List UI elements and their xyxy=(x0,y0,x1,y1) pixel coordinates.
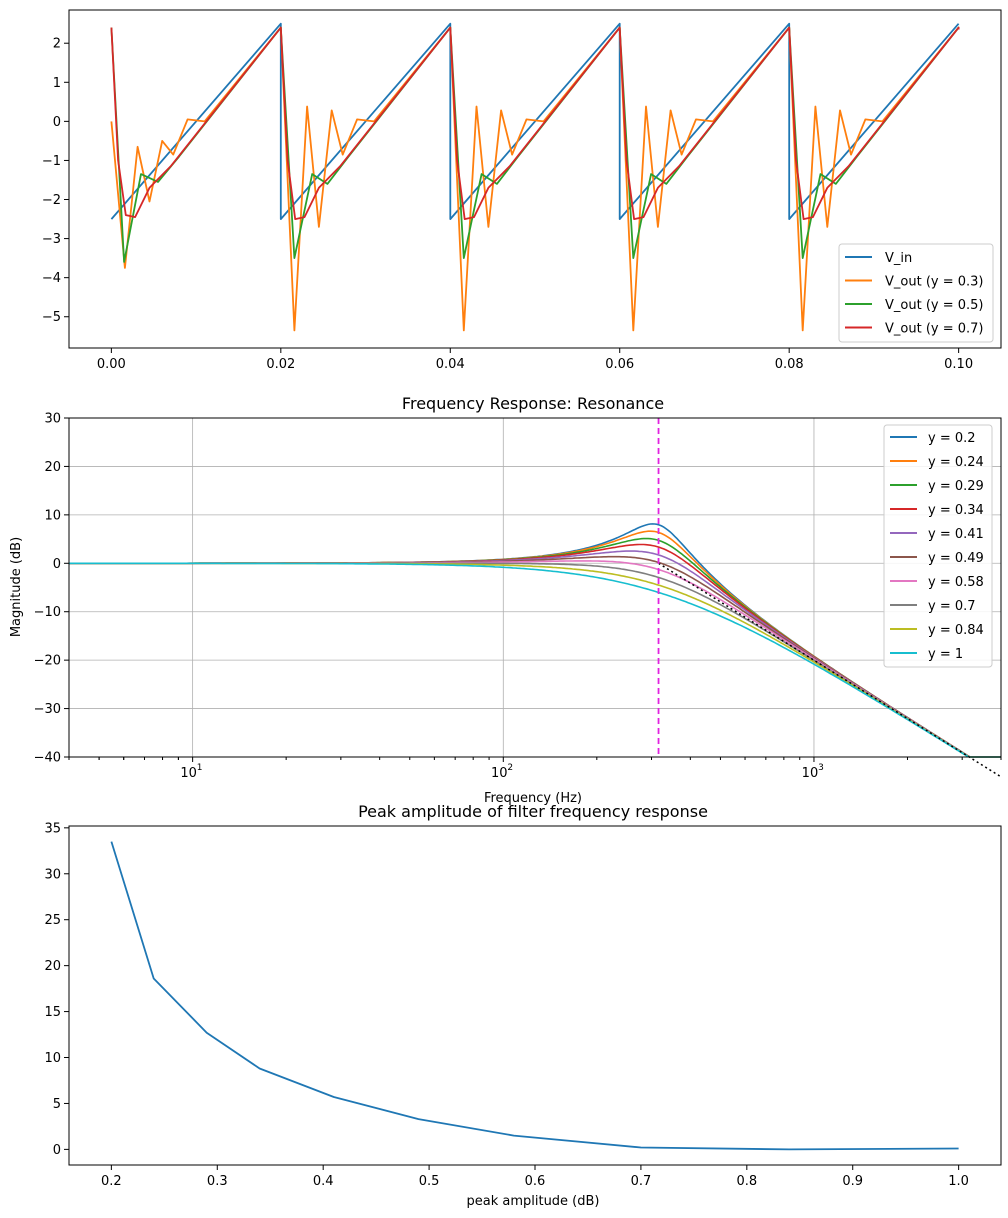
legend-label: V_in xyxy=(885,251,912,266)
series-line-2 xyxy=(69,537,1001,758)
series-line-1 xyxy=(69,530,1001,758)
y-tick-label: 10 xyxy=(44,508,61,523)
series-line-3 xyxy=(69,543,1001,758)
y-tick-label: 0 xyxy=(53,1143,61,1158)
x-tick-label: 1.0 xyxy=(948,1174,969,1189)
x-axis-label-frequency: Frequency (Hz) xyxy=(484,791,582,806)
chart-title-frequency-response: Frequency Response: Resonance xyxy=(402,394,664,413)
x-tick-label: 0.4 xyxy=(313,1174,334,1189)
peak-amplitude-lines xyxy=(110,841,959,1151)
y-axis-label-magnitude: Magnitude (dB) xyxy=(9,537,24,637)
legend-label: V_out (y = 0.7) xyxy=(885,322,983,337)
panel-time-response: 0.00 0.02 0.04 0.06 0.08 0.10 −5 −4 −3 −2 −1 0 1 2 V… xyxy=(42,9,1002,372)
x-tick-exponent: 3 xyxy=(818,763,824,773)
x-tick-label: 0.10 xyxy=(944,357,973,372)
y-tick-label: 0 xyxy=(53,557,61,572)
x-tick-label: 10 xyxy=(802,766,819,781)
frequency-response-legend: y = 0.2 y = 0.24 y = 0.29 y = 0.34 y = 0.41 y… xyxy=(883,424,993,668)
peak-amplitude-line xyxy=(110,841,959,1151)
panel-frequency-response: Frequency Response: Resonance 10 1 10 2 10 3 … xyxy=(9,394,1002,806)
legend-label: V_out (y = 0.3) xyxy=(885,275,983,290)
frequency-response-grid xyxy=(69,417,1001,758)
y-tick-label: −30 xyxy=(34,702,61,717)
legend-label: y = 0.7 xyxy=(928,599,976,614)
x-tick-label: 0.7 xyxy=(631,1174,652,1189)
x-tick-label: 0.6 xyxy=(525,1174,546,1189)
panel-peak-amplitude: Peak amplitude of filter frequency respo… xyxy=(44,802,1002,1209)
x-tick-label: 0.3 xyxy=(207,1174,228,1189)
series-line-9 xyxy=(69,562,1001,758)
legend-label: y = 0.34 xyxy=(928,503,984,518)
time-response-lines xyxy=(110,22,960,332)
y-tick-label: 2 xyxy=(53,37,61,52)
legend-label: V_out (y = 0.5) xyxy=(885,298,983,313)
y-tick-label: −10 xyxy=(34,605,61,620)
series-line-4 xyxy=(69,550,1001,758)
y-tick-label: 5 xyxy=(53,1097,61,1112)
legend-label: y = 0.84 xyxy=(928,623,984,638)
y-tick-label: 35 xyxy=(44,821,61,836)
y-tick-label: 0 xyxy=(53,115,61,130)
legend-label: y = 0.49 xyxy=(928,551,984,566)
legend-box xyxy=(838,243,994,343)
x-tick-label: 0.04 xyxy=(436,357,465,372)
x-tick-label: 0.06 xyxy=(605,357,634,372)
y-tick-label: 30 xyxy=(44,412,61,427)
legend-label: y = 1 xyxy=(928,647,963,662)
series-line-1 xyxy=(110,26,960,332)
x-tick-label: 0.8 xyxy=(736,1174,757,1189)
legend-label: y = 0.2 xyxy=(928,431,976,446)
y-tick-label: −40 xyxy=(34,751,61,766)
series-line-5 xyxy=(69,555,1001,758)
legend-label: y = 0.24 xyxy=(928,455,984,470)
x-tick-exponent: 1 xyxy=(197,763,203,773)
series-line-0 xyxy=(110,22,960,220)
legend-label: y = 0.41 xyxy=(928,527,984,542)
legend-label: y = 0.29 xyxy=(928,479,984,494)
x-axis-label-peak-amplitude: peak amplitude (dB) xyxy=(466,1194,599,1209)
series-line-3 xyxy=(110,26,960,220)
y-tick-label: 10 xyxy=(44,1051,61,1066)
frequency-response-lines xyxy=(69,418,1002,778)
y-tick-label: 1 xyxy=(53,76,61,91)
legend-label: y = 0.58 xyxy=(928,575,984,590)
x-tick-label: 0.00 xyxy=(97,357,126,372)
x-tick-label: 0.08 xyxy=(775,357,804,372)
x-tick-label: 10 xyxy=(180,766,197,781)
series-line-6 xyxy=(69,560,1001,758)
y-tick-label: −5 xyxy=(42,310,61,325)
y-tick-label: −1 xyxy=(42,154,61,169)
x-tick-label: 10 xyxy=(491,766,508,781)
y-tick-label: 20 xyxy=(44,460,61,475)
y-tick-label: −2 xyxy=(42,193,61,208)
chart-title-peak-amplitude: Peak amplitude of filter frequency respo… xyxy=(358,802,708,821)
x-tick-exponent: 2 xyxy=(507,763,513,773)
y-tick-label: −20 xyxy=(34,654,61,669)
x-tick-label: 0.5 xyxy=(419,1174,440,1189)
y-tick-label: 15 xyxy=(44,1005,61,1020)
y-tick-label: 25 xyxy=(44,913,61,928)
x-tick-label: 0.9 xyxy=(842,1174,863,1189)
y-tick-label: −4 xyxy=(42,271,61,286)
x-tick-label: 0.2 xyxy=(101,1174,122,1189)
time-response-legend: V_in V_out (y = 0.3) V_out (y = 0.5) V_out … xyxy=(838,243,994,343)
y-tick-label: −3 xyxy=(42,232,61,247)
y-tick-label: 30 xyxy=(44,867,61,882)
x-tick-label: 0.02 xyxy=(266,357,295,372)
asymptote-line xyxy=(658,562,1002,778)
y-tick-label: 20 xyxy=(44,959,61,974)
